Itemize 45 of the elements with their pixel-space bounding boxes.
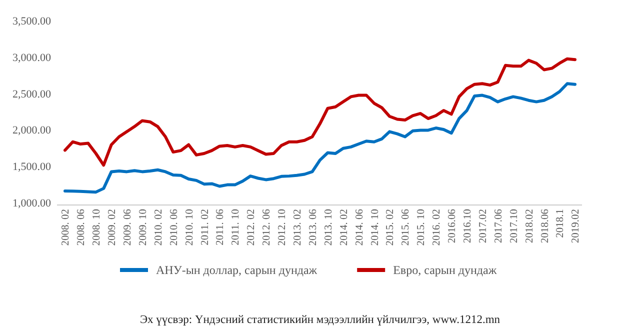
y-tick-label: 2,000.00 <box>12 124 52 137</box>
text: Эх үүсвэр: Үндэсний статистикийн мэдээллийн үйлчилгээ, www.1212.mn <box>140 314 500 326</box>
x-tick-label: 2009. 06 <box>122 209 134 246</box>
x-tick-label: 2012. 02 <box>246 209 258 246</box>
x-tick-label: 2014. 06 <box>354 209 366 246</box>
line-series <box>64 82 576 194</box>
legend-label: АНУ-ын доллар, сарын дундаж <box>156 263 318 278</box>
x-tick-label: 2016. 02 <box>432 209 443 246</box>
x-tick-label: 2010. 06 <box>168 209 180 246</box>
x-tick-label: 2018.02 <box>524 209 536 244</box>
x-tick-label: 2018.06 <box>540 209 551 244</box>
y-tick-label: 2,500.00 <box>12 88 52 100</box>
x-tick-label: 2013. 02 <box>292 209 304 246</box>
x-tick-label: 2016.06 <box>447 209 458 244</box>
x-tick-label: 2017.10 <box>508 209 520 244</box>
y-tick-label: 3,000.00 <box>12 52 52 64</box>
x-tick-label: 2012. 06 <box>262 209 273 246</box>
y-tick-label: 1,000.00 <box>12 198 52 210</box>
x-tick-label: 2018.1 <box>555 209 566 238</box>
x-tick-label: 2009. 02 <box>107 209 118 246</box>
x-tick-label: 2017.02 <box>478 209 489 244</box>
x-tick-label: 2014. 02 <box>338 209 350 246</box>
x-tick-label: 2011. 02 <box>200 209 211 246</box>
x-tick-label: 2010. 02 <box>153 209 164 246</box>
x-tick-label: 2010. 10 <box>184 209 196 246</box>
x-tick-label: 2008. 06 <box>76 209 88 246</box>
x-tick-label: 2015. 06 <box>400 209 412 246</box>
x-tick-label: 2019.02 <box>570 209 582 244</box>
x-tick-label: 2011. 06 <box>215 209 226 246</box>
x-tick-label: 2016.10 <box>462 209 474 244</box>
x-tick-label: 2008. 10 <box>92 209 103 246</box>
x-tick-label: 2009. 10 <box>138 209 149 246</box>
x-tick-label: 2017.06 <box>493 209 504 244</box>
x-tick-label: 2013. 06 <box>308 209 319 246</box>
line-series <box>64 57 576 167</box>
y-tick-label: 3,500.00 <box>12 16 52 28</box>
x-tick-label: 2008. 02 <box>60 209 72 246</box>
x-tick-label: 2012. 10 <box>277 209 288 246</box>
x-tick-label: 2014. 10 <box>370 209 381 246</box>
x-tick-label: 2015. 02 <box>385 209 396 246</box>
x-tick-label: 2011. 10 <box>230 209 242 246</box>
x-tick-label: 2013. 10 <box>323 209 334 246</box>
x-tick-label: 2015. 10 <box>416 209 428 246</box>
legend-label: Евро, сарын дундаж <box>393 263 498 278</box>
y-tick-label: 1,500.00 <box>12 161 52 174</box>
